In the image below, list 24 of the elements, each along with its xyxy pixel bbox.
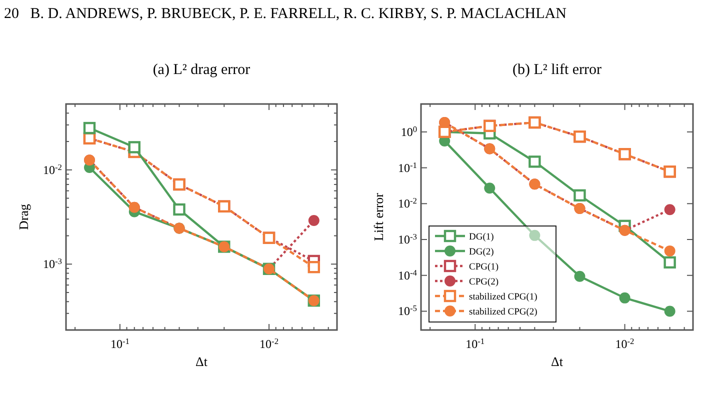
y-axis-title: Drag bbox=[16, 204, 31, 230]
x-tick-label: 10$^{-2}$ bbox=[615, 336, 634, 351]
y-tick-label: 10$^{-5}$ bbox=[398, 304, 417, 318]
y-tick-label: 10$^{-1}$ bbox=[398, 160, 417, 175]
legend-label: DG(1) bbox=[469, 232, 494, 242]
legend-label: stabilized CPG(1) bbox=[469, 292, 538, 302]
y-tick-label: 10$^{-3}$ bbox=[43, 256, 62, 272]
legend-label: DG(2) bbox=[469, 248, 494, 258]
legend-label: stabilized CPG(2) bbox=[469, 308, 538, 318]
y-tick-label: 10$^{-4}$ bbox=[398, 268, 418, 282]
x-axis-title: Δt bbox=[551, 354, 564, 369]
y-tick-label: 10$^{-3}$ bbox=[398, 232, 417, 247]
chart-title: (a) L² drag error bbox=[152, 62, 250, 78]
x-tick-label: 10$^{-1}$ bbox=[110, 336, 130, 351]
chart-title: (b) L² lift error bbox=[512, 62, 602, 78]
y-tick-label: 10$^{0}$ bbox=[400, 124, 417, 139]
legend-label: CPG(2) bbox=[469, 278, 499, 288]
y-axis-title: Lift error bbox=[371, 192, 386, 242]
x-tick-label: 10$^{-1}$ bbox=[466, 336, 485, 351]
text: 20 B. D. ANDREWS, P. BRUBECK, P. E. FARRELL, R. C. KIRBY, S. P. MACLACHLAN bbox=[4, 6, 567, 22]
y-tick-label: 10$^{-2}$ bbox=[398, 196, 417, 211]
x-tick-label: 10$^{-2}$ bbox=[260, 336, 279, 351]
legend-label: CPG(1) bbox=[469, 262, 499, 272]
x-axis-title: Δt bbox=[196, 354, 208, 369]
